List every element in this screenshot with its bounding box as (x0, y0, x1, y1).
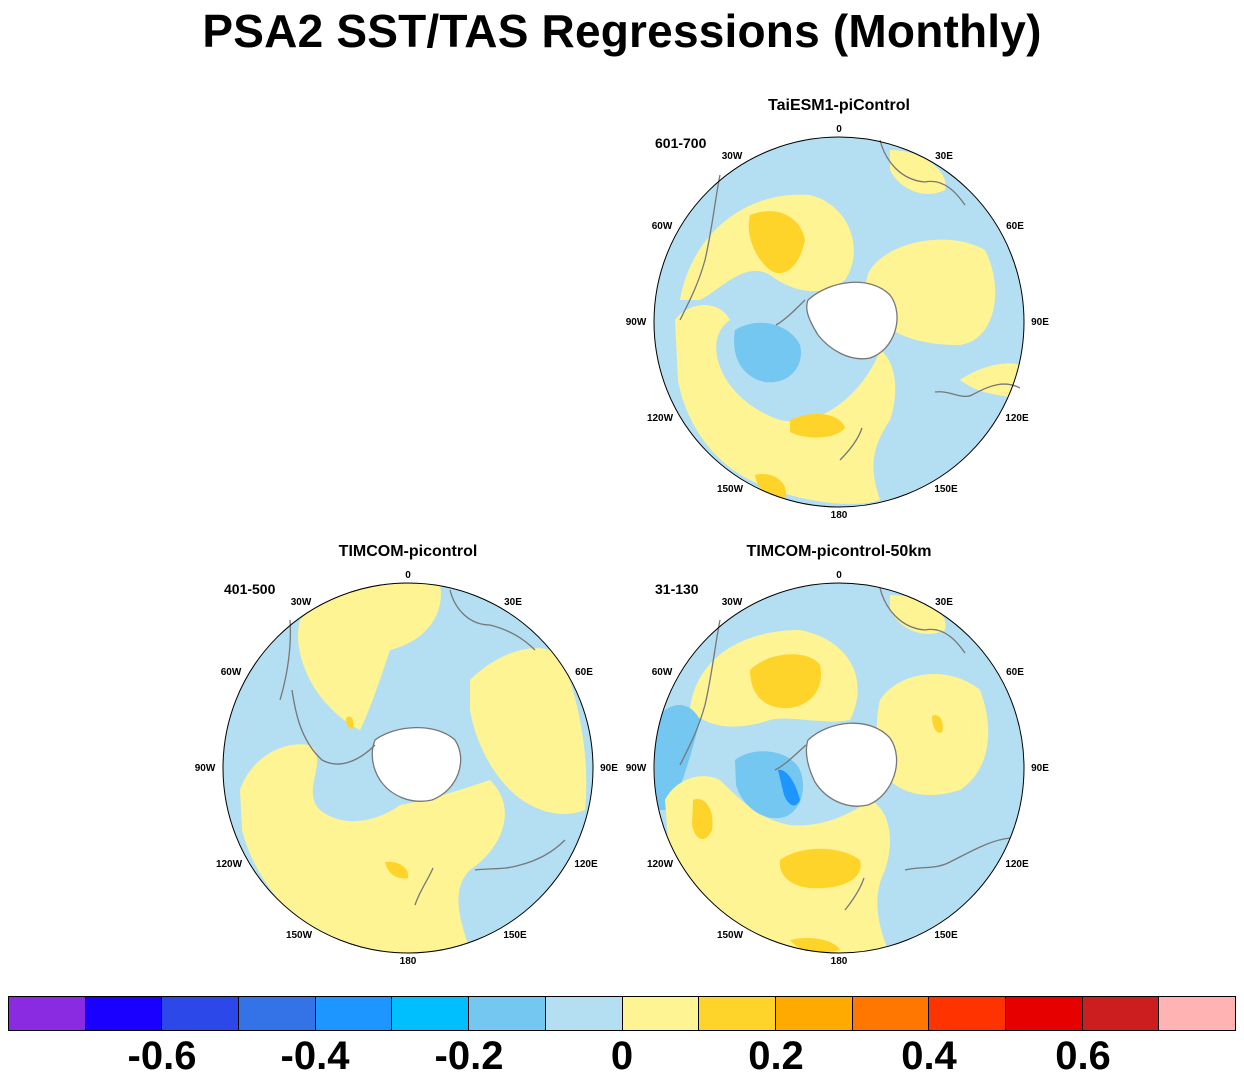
colorbar-label: -0.6 (127, 1034, 197, 1078)
colorbar-swatch-0 (9, 997, 86, 1030)
colorbar-swatch-12 (929, 997, 1006, 1030)
colorbar-swatch-8 (622, 997, 700, 1030)
lon-label-30w: 30W (722, 151, 743, 162)
lon-label-90w: 90W (195, 763, 216, 774)
longitude-labels: 0 30E 60E 90E 120E 150E 180 150W 120W 90… (195, 570, 619, 967)
lon-label-150e: 150E (503, 930, 527, 941)
lon-label-150w: 150W (717, 930, 744, 941)
lon-label-60e: 60E (575, 667, 593, 678)
panel-title: TIMCOM-picontrol (339, 543, 478, 560)
lon-label-150e: 150E (934, 930, 958, 941)
lon-label-60w: 60W (652, 221, 673, 232)
sst-field (654, 137, 1024, 507)
map-boundary (653, 582, 1025, 954)
panel-taiesm1: TaiESM1-piControl 601-700 0 30E (626, 97, 1050, 521)
lon-label-90w: 90W (626, 317, 647, 328)
map-boundary (653, 136, 1025, 508)
coastlines (679, 139, 1021, 461)
lon-label-30w: 30W (291, 597, 312, 608)
lon-label-90e: 90E (1031, 317, 1049, 328)
lon-label-0: 0 (836, 570, 842, 581)
colorbar-swatch-1 (85, 997, 163, 1030)
lon-label-120w: 120W (647, 413, 674, 424)
lon-label-60e: 60E (1006, 221, 1024, 232)
colorbar-swatch-6 (469, 997, 546, 1030)
lon-label-150w: 150W (717, 484, 744, 495)
panel-title: TaiESM1-piControl (768, 97, 910, 114)
lon-label-120e: 120E (574, 859, 598, 870)
colorbar-swatch-3 (239, 997, 316, 1030)
lon-label-60w: 60W (221, 667, 242, 678)
map-boundary (222, 582, 594, 954)
lon-label-30e: 30E (935, 151, 953, 162)
lon-label-30e: 30E (504, 597, 522, 608)
lon-label-60e: 60E (1006, 667, 1024, 678)
lon-label-180: 180 (831, 956, 848, 967)
main-title: PSA2 SST/TAS Regressions (Monthly) (202, 5, 1042, 57)
period-label: 401-500 (224, 581, 276, 597)
panel-timcom: TIMCOM-picontrol 401-500 0 30E 60E 90E 1… (195, 543, 619, 967)
sst-field (654, 583, 1024, 953)
colorbar-swatch-13 (1005, 997, 1083, 1030)
lon-label-120w: 120W (647, 859, 674, 870)
colorbar (8, 996, 1236, 1031)
panel-title: TIMCOM-picontrol-50km (747, 543, 932, 560)
lon-label-150e: 150E (934, 484, 958, 495)
colorbar-swatch-11 (852, 997, 930, 1030)
lon-label-30e: 30E (935, 597, 953, 608)
lon-label-150w: 150W (286, 930, 313, 941)
period-label: 31-130 (655, 581, 699, 597)
colorbar-label: 0.2 (748, 1034, 804, 1078)
colorbar-swatch-5 (392, 997, 470, 1030)
lon-label-120e: 120E (1005, 413, 1029, 424)
colorbar-swatch-7 (545, 997, 623, 1030)
colorbar-swatch-10 (775, 997, 853, 1030)
colorbar-swatch-14 (1082, 997, 1160, 1030)
colorbar-swatch-2 (162, 997, 240, 1030)
lon-label-30w: 30W (722, 597, 743, 608)
colorbar-label: -0.4 (280, 1034, 350, 1078)
colorbar-label: 0 (610, 1034, 634, 1078)
lon-label-0: 0 (836, 124, 842, 135)
maps-canvas: TaiESM1-piControl 601-700 0 30E (195, 97, 1050, 967)
lon-label-90e: 90E (1031, 763, 1049, 774)
longitude-labels: 0 30E 60E 90E 120E 150E 180 150W 120W 90… (626, 124, 1050, 521)
lon-label-120e: 120E (1005, 859, 1029, 870)
lon-label-180: 180 (831, 510, 848, 521)
lon-label-60w: 60W (652, 667, 673, 678)
colorbar-swatch-15 (1159, 997, 1235, 1030)
colorbar-label: -0.2 (434, 1034, 504, 1078)
coastlines (679, 587, 1011, 911)
lon-label-0: 0 (405, 570, 411, 581)
period-label: 601-700 (655, 135, 707, 151)
colorbar-swatch-9 (699, 997, 776, 1030)
colorbar-swatch-4 (315, 997, 393, 1030)
lon-label-120w: 120W (216, 859, 243, 870)
colorbar-label: 0.6 (1055, 1034, 1111, 1078)
lon-label-180: 180 (400, 956, 417, 967)
coastlines (279, 589, 566, 906)
longitude-labels: 0 30E 60E 90E 120E 150E 180 150W 120W 90… (626, 570, 1050, 967)
lon-label-90w: 90W (626, 763, 647, 774)
colorbar-label: 0.4 (901, 1034, 957, 1078)
lon-label-90e: 90E (600, 763, 618, 774)
panel-timcom50: TIMCOM-picontrol-50km 31-130 (626, 543, 1050, 967)
